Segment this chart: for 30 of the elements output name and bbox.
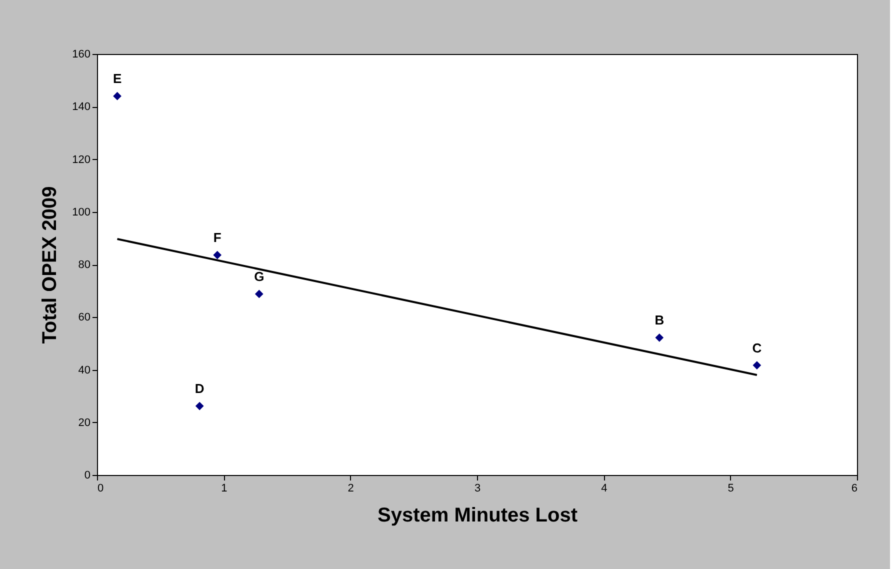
- annotation: C: [752, 340, 762, 356]
- point: [655, 333, 664, 342]
- annotation: G: [254, 268, 264, 284]
- y-tick-label: 140: [72, 101, 90, 114]
- annotation: F: [213, 230, 222, 246]
- x-tick-label: 1: [221, 482, 228, 494]
- annotation: B: [654, 312, 664, 328]
- y-axis-title: Total OPEX 2009: [39, 186, 62, 344]
- x-tick-label: 0: [98, 482, 104, 494]
- annotation: E: [112, 71, 122, 86]
- y-tick-label: 120: [72, 154, 90, 166]
- point: [254, 290, 264, 298]
- point: [752, 361, 762, 370]
- x-tick-label: 2: [348, 482, 354, 494]
- x-axis-title: System Minutes Lost: [377, 504, 578, 526]
- point: [213, 250, 222, 260]
- y-tick-label: 40: [78, 364, 90, 376]
- point: [113, 92, 122, 100]
- y-tick-label: 100: [72, 206, 90, 218]
- y-tick-label: 80: [78, 259, 90, 271]
- x-tick-label: 6: [851, 482, 858, 494]
- y-tick-label: 20: [78, 416, 90, 429]
- annotation: D: [194, 381, 204, 396]
- x-tick-label: 5: [728, 482, 734, 494]
- y-tick-label: 0: [84, 470, 90, 482]
- x-tick-label: 4: [601, 482, 608, 494]
- x-tick-label: 3: [474, 482, 481, 494]
- y-tick-label: 60: [78, 312, 90, 324]
- y-tick-label: 160: [72, 48, 90, 60]
- point: [195, 402, 204, 410]
